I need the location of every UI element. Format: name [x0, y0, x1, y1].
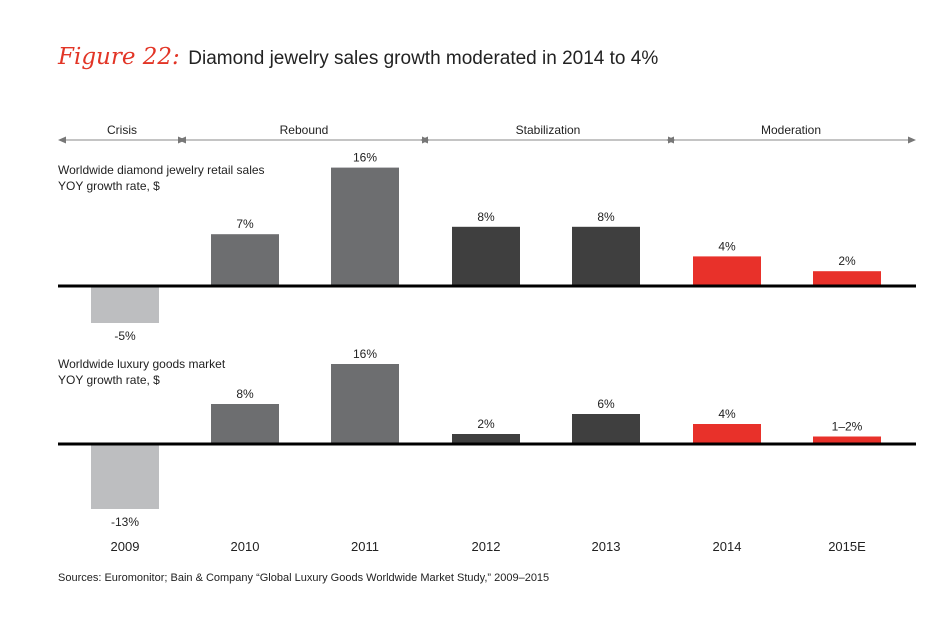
panel-1-data-label-2012: 8%	[477, 210, 495, 224]
phase-arrow-right-moderation	[908, 136, 916, 144]
source-note: Sources: Euromonitor; Bain & Company “Gl…	[58, 572, 550, 584]
x-tick-label-2013: 2013	[592, 539, 621, 554]
panel-1-data-label-2011: 16%	[353, 151, 377, 165]
phase-label-crisis: Crisis	[107, 123, 137, 137]
panel-1-bar-2015E	[813, 271, 881, 286]
panel-1-title-line2: YOY growth rate, $	[58, 179, 160, 193]
panel-1-bar-2010	[211, 234, 279, 286]
panel-2-bar-2014	[693, 424, 761, 444]
panel-2-data-label-2014: 4%	[718, 407, 736, 421]
phase-arrow-left-rebound	[178, 136, 186, 144]
panel-2-data-label-2012: 2%	[477, 417, 495, 431]
panel-2-title-line1: Worldwide luxury goods market	[58, 357, 226, 371]
panel-2-bar-2012	[452, 434, 520, 444]
x-tick-label-2010: 2010	[231, 539, 260, 554]
phase-label-rebound: Rebound	[280, 123, 329, 137]
panel-2-data-label-2011: 16%	[353, 347, 377, 361]
panel-1-title-line1: Worldwide diamond jewelry retail sales	[58, 163, 265, 177]
panel-2-data-label-2009: -13%	[111, 515, 139, 529]
panel-2-bar-2013	[572, 414, 640, 444]
figure-label: Figure 22:	[58, 44, 180, 70]
x-tick-label-2014: 2014	[713, 539, 742, 554]
panel-1-bar-2012	[452, 226, 520, 286]
x-tick-label-2012: 2012	[472, 539, 501, 554]
panel-1-data-label-2013: 8%	[597, 210, 615, 224]
phase-arrow-left-moderation	[666, 136, 674, 144]
x-tick-label-2009: 2009	[111, 539, 140, 554]
phase-label-moderation: Moderation	[761, 123, 821, 137]
phase-arrow-left-stabilization	[420, 136, 428, 144]
panel-1-data-label-2010: 7%	[236, 217, 254, 231]
panel-1-data-label-2015E: 2%	[838, 254, 856, 268]
panel-1-bar-2009	[91, 286, 159, 323]
figure-title-block: Figure 22: Diamond jewelry sales growth …	[58, 44, 658, 70]
phase-arrow-left-crisis	[58, 136, 66, 144]
panel-1-data-label-2014: 4%	[718, 239, 736, 253]
panel-2-bar-2009	[91, 444, 159, 509]
panel-1-data-label-2009: -5%	[114, 329, 136, 343]
panel-2-data-label-2013: 6%	[597, 397, 615, 411]
panel-2-bar-2010	[211, 404, 279, 444]
figure-title: Diamond jewelry sales growth moderated i…	[188, 48, 659, 69]
panel-2-data-label-2015E: 1–2%	[832, 420, 863, 434]
panel-2-data-label-2010: 8%	[236, 387, 254, 401]
panel-2-title-line2: YOY growth rate, $	[58, 373, 160, 387]
panel-2-bar-2015E	[813, 436, 881, 444]
panel-2-bar-2011	[331, 364, 399, 444]
panel-1-bar-2013	[572, 226, 640, 286]
panel-1-bar-2014	[693, 256, 761, 286]
phase-label-stabilization: Stabilization	[516, 123, 581, 137]
x-tick-label-2011: 2011	[351, 539, 379, 554]
x-tick-label-2015E: 2015E	[828, 539, 866, 554]
panel-1-bar-2011	[331, 167, 399, 286]
